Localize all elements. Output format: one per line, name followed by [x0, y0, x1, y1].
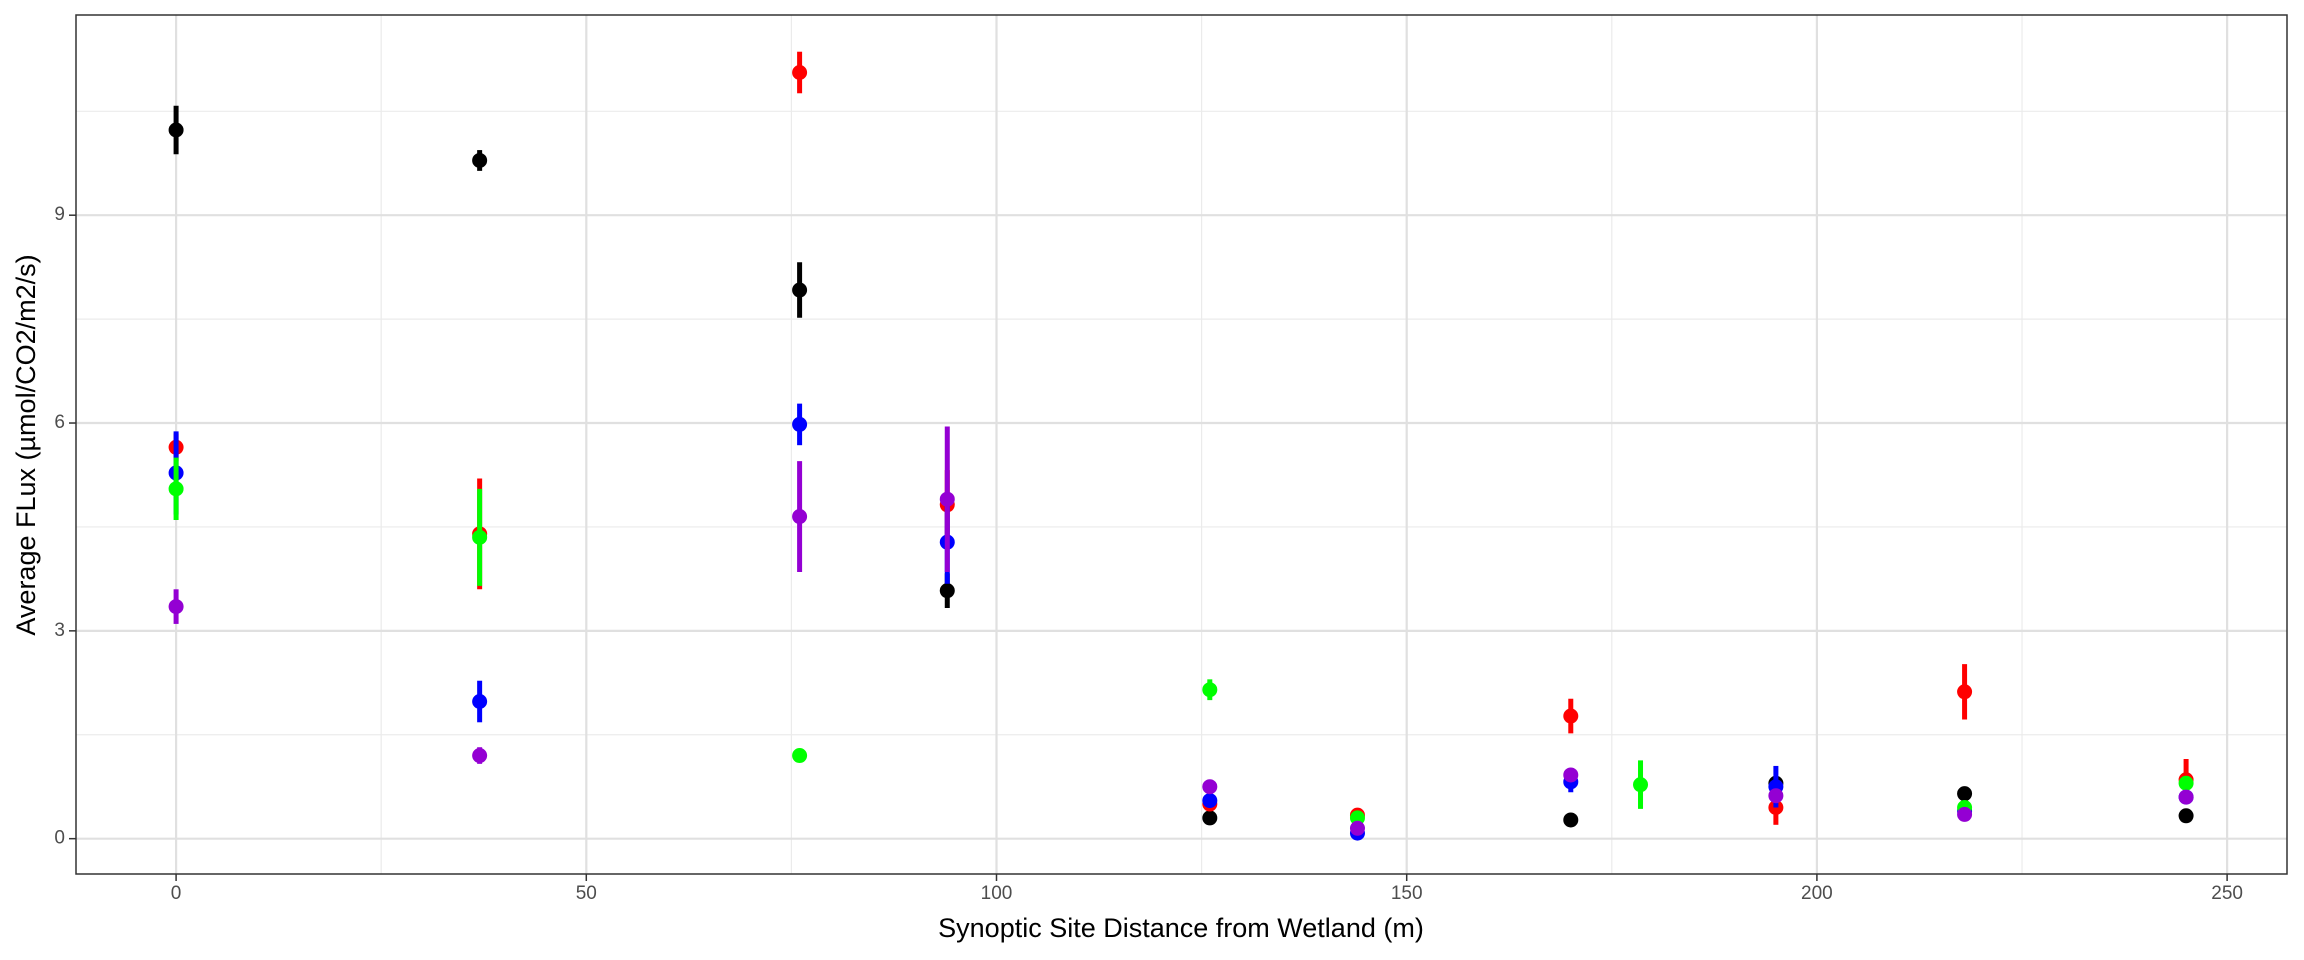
point [1349, 810, 1365, 826]
point [1202, 810, 1218, 826]
y-tick-label: 9 [54, 204, 65, 225]
point [939, 491, 955, 507]
y-tick-label: 6 [54, 412, 65, 433]
point [1957, 684, 1973, 700]
point [1563, 812, 1579, 828]
point [939, 583, 955, 599]
point [1563, 708, 1579, 724]
point [792, 748, 808, 764]
plot-border [75, 14, 2288, 875]
point [472, 152, 488, 168]
x-axis-title: Synoptic Site Distance from Wetland (m) [938, 913, 1424, 943]
point [1633, 777, 1649, 793]
x-tick-label: 150 [1391, 883, 1423, 904]
point [792, 509, 808, 525]
x-tick-label: 50 [576, 883, 597, 904]
point [168, 481, 184, 497]
point [792, 64, 808, 80]
point [1768, 788, 1784, 804]
point [792, 282, 808, 298]
point [2178, 789, 2194, 805]
point [1202, 779, 1218, 795]
point [1957, 806, 1973, 822]
point [472, 694, 488, 710]
point [1563, 767, 1579, 783]
y-tick-label: 3 [54, 620, 65, 641]
point [2178, 808, 2194, 824]
point [168, 122, 184, 138]
x-tick-label: 100 [981, 883, 1013, 904]
point [472, 748, 488, 764]
point [1349, 820, 1365, 836]
y-axis-title: Average FLux (µmol/CO2/m2/s) [11, 254, 41, 635]
y-tick-label: 0 [54, 828, 65, 849]
x-tick-label: 0 [171, 883, 182, 904]
x-tick-label: 250 [2211, 883, 2243, 904]
point [1202, 793, 1218, 809]
point [472, 529, 488, 545]
point [1202, 682, 1218, 698]
point [2178, 775, 2194, 791]
point [792, 416, 808, 432]
point [1957, 786, 1973, 802]
point [168, 599, 184, 615]
x-tick-label: 200 [1801, 883, 1833, 904]
